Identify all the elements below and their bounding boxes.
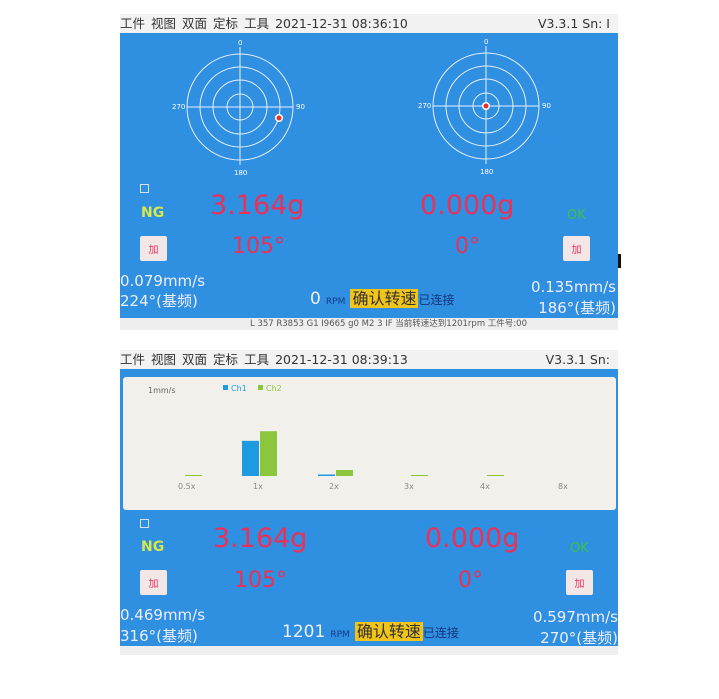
add-weight-icon-left[interactable]: 加 (140, 236, 167, 261)
menu-calibrate[interactable]: 定标 (213, 16, 239, 31)
bar-ch1-2x (318, 474, 335, 476)
menu-dual[interactable]: 双面 (182, 16, 208, 31)
menu-calibrate[interactable]: 定标 (213, 352, 239, 367)
polar-left: 0 90 180 270 (172, 39, 305, 177)
right-phase: 270°(基频) (540, 629, 618, 647)
bar-ch1-1x (242, 440, 259, 476)
polar-right: 0 90 180 270 (418, 38, 551, 176)
bar-ch2-1x (260, 431, 277, 476)
right-phase: 186°(基频) (538, 299, 616, 317)
confirm-speed-button[interactable]: 确认转速 (354, 622, 423, 641)
rpm-area: 0 RPM 确认转速 已连接 (310, 285, 455, 309)
add-weight-icon-right[interactable]: 加 (566, 570, 593, 595)
right-vibration: 0.597mm/s (532, 608, 618, 626)
polar-label-270: 270 (172, 103, 185, 111)
rpm-unit: RPM (325, 297, 346, 307)
menubar: 工件 视图 双面 定标 工具 2021-12-31 08:36:10 V3.3.1 Sn:… (120, 14, 618, 33)
menu-tools[interactable]: 工具 (244, 16, 270, 31)
rpm-value: 0 (310, 289, 321, 309)
menu-view[interactable]: 视图 (151, 352, 177, 367)
polar-plots: 0 90 180 270 0 90 180 270 (172, 38, 551, 177)
add-weight-icon-right[interactable]: 加 (563, 236, 590, 261)
x-tick-label: 8x (558, 482, 568, 491)
left-status: NG (141, 539, 165, 555)
status-bar: L 357 R3853 G1 I9665 g0 M2 3 IF 当前转速达到12… (120, 318, 618, 330)
menu-workpiece[interactable]: 工件 (120, 352, 146, 367)
left-angle: 105° (232, 234, 285, 259)
add-weight-icon-left[interactable]: 加 (140, 570, 167, 595)
right-weight: 0.000g (425, 523, 520, 554)
connection-status: 已连接 (418, 293, 455, 307)
left-phase: 224°(基频) (120, 292, 198, 310)
left-weight: 3.164g (213, 523, 308, 554)
checkbox[interactable] (140, 519, 149, 528)
x-tick-label: 1x (253, 482, 263, 491)
right-vibration: 0.135mm/s (530, 278, 616, 296)
polar-label-90: 90 (542, 102, 551, 110)
spectrum-chart: 1mm/s Ch1 Ch2 0.5x 1x 2x 3x 4x 8x (123, 377, 616, 510)
left-phase: 316°(基频) (120, 627, 198, 645)
legend-ch2: Ch2 (266, 384, 282, 393)
bar-ch2-2x (336, 470, 353, 476)
rpm-unit: RPM (330, 630, 350, 640)
connection-status: 已连接 (422, 626, 459, 640)
confirm-speed-button[interactable]: 确认转速 (350, 289, 419, 308)
rpm-value: 1201 (282, 622, 326, 642)
left-weight: 3.164g (210, 190, 305, 221)
x-tick-label: 0.5x (178, 482, 196, 491)
datetime: 2021-12-31 08:36:10 (275, 16, 408, 31)
menu-tools[interactable]: 工具 (244, 352, 270, 367)
x-tick-label: 4x (480, 482, 490, 491)
checkbox[interactable] (140, 184, 149, 193)
polar-label-180: 180 (234, 169, 247, 177)
legend-ch1-swatch (223, 385, 228, 390)
menu-dual[interactable]: 双面 (182, 352, 208, 367)
screen-spectrum-view: 工件 视图 双面 定标 工具 2021-12-31 08:39:13 V3.3.1 Sn:… (120, 350, 618, 655)
right-angle: 0° (455, 234, 480, 259)
polar-label-90: 90 (296, 103, 305, 111)
menu-workpiece[interactable]: 工件 (120, 16, 146, 31)
edge-mark (618, 254, 621, 268)
left-status: NG (141, 205, 165, 221)
status-bar (120, 646, 618, 655)
y-unit-label: 1mm/s (148, 386, 176, 395)
rpm-area: 1201 RPM 确认转速 已连接 (282, 618, 459, 642)
version: V3.3.1 Sn: (545, 352, 610, 367)
datetime: 2021-12-31 08:39:13 (275, 352, 408, 367)
left-vibration: 0.469mm/s (120, 606, 206, 624)
left-angle: 105° (234, 568, 287, 593)
x-tick-label: 3x (404, 482, 414, 491)
left-vibration: 0.079mm/s (120, 272, 206, 290)
legend-ch1: Ch1 (231, 384, 247, 393)
menubar: 工件 视图 双面 定标 工具 2021-12-31 08:39:13 V3.3.1 Sn: (120, 350, 618, 369)
screen-polar-view: 工件 视图 双面 定标 工具 2021-12-31 08:36:10 V3.3.1 Sn:… (120, 14, 618, 330)
bar-ch2-3x (411, 475, 428, 476)
version: V3.3.1 Sn: I (537, 16, 610, 31)
right-angle: 0° (458, 568, 483, 593)
x-tick-label: 2x (329, 482, 339, 491)
polar-label-180: 180 (480, 168, 493, 176)
polar-label-0: 0 (238, 39, 242, 47)
bar-ch2-0.5x (185, 475, 202, 476)
right-status: OK (570, 541, 589, 556)
menu-view[interactable]: 视图 (151, 16, 177, 31)
legend-ch2-swatch (258, 385, 263, 390)
polar-label-270: 270 (418, 102, 431, 110)
right-weight: 0.000g (420, 190, 515, 221)
right-status: OK (567, 208, 586, 223)
bar-ch2-4x (487, 475, 504, 476)
polar-label-0: 0 (484, 38, 488, 46)
